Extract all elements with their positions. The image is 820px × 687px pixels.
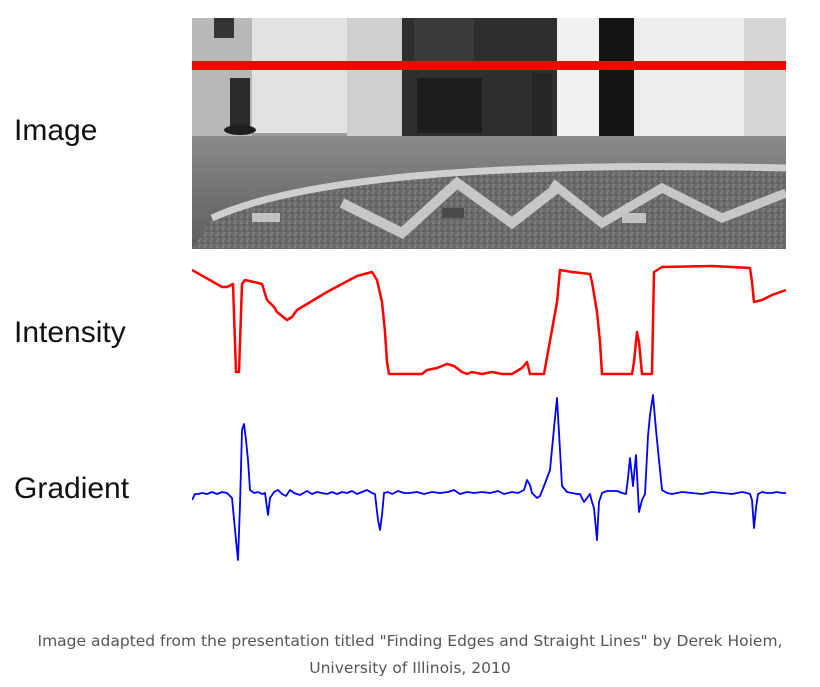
street-scene-photo bbox=[192, 18, 786, 249]
caption-line-2: University of Illinois, 2010 bbox=[309, 659, 511, 677]
figure-caption: Image adapted from the presentation titl… bbox=[0, 628, 820, 682]
gradient-curve bbox=[191, 394, 786, 561]
caption-line-1: Image adapted from the presentation titl… bbox=[37, 632, 783, 650]
gradient-profile-plot bbox=[191, 390, 786, 562]
intensity-curve bbox=[191, 264, 787, 376]
street-scene-illustration bbox=[192, 18, 786, 249]
intensity-row-label: Intensity bbox=[14, 316, 126, 349]
intensity-profile-svg bbox=[191, 264, 787, 376]
image-row-label: Image bbox=[14, 114, 98, 147]
gradient-row-label: Gradient bbox=[14, 472, 130, 505]
gradient-profile-svg bbox=[191, 394, 786, 561]
intensity-profile-plot bbox=[191, 262, 787, 376]
